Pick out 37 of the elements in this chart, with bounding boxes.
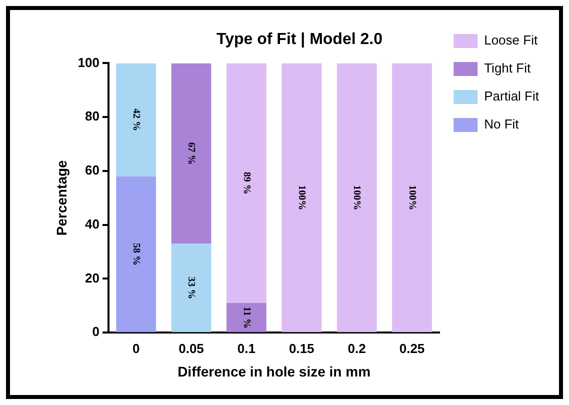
x-tick-label: 0.2 [348, 340, 366, 356]
x-axis-title: Difference in hole size in mm [178, 363, 371, 380]
data-label: 33 % [186, 276, 197, 300]
data-label: 58 % [130, 242, 142, 266]
bar [226, 302, 266, 332]
y-tick-label: 60 [85, 162, 100, 178]
bar [171, 63, 212, 244]
data-label: 89 % [240, 172, 252, 194]
data-label: 100% [296, 185, 308, 210]
y-tick-label: 0 [92, 324, 100, 340]
y-axis-title: Percentage [53, 160, 70, 236]
x-tick-label: 0.15 [288, 340, 314, 356]
data-label: 42 % [130, 108, 142, 132]
legend-label: Loose Fit [484, 32, 538, 48]
bar [116, 63, 156, 176]
x-tick-label: 0.05 [178, 340, 204, 356]
y-tick-label: 80 [85, 108, 100, 124]
bar [116, 176, 156, 332]
bar [282, 63, 322, 332]
bar [171, 244, 212, 332]
legend-label: Partial Fit [484, 88, 540, 104]
bar [226, 63, 266, 303]
data-label: 100% [351, 185, 362, 210]
bar [392, 63, 432, 332]
x-tick-label: 0 [132, 340, 140, 356]
y-tick-label: 20 [85, 270, 100, 286]
y-tick-label: 40 [85, 216, 100, 232]
legend-label: Tight Fit [484, 60, 531, 76]
chart-title: Type of Fit | Model 2.0 [216, 31, 383, 48]
legend-label: No Fit [484, 116, 520, 132]
y-tick-label: 100 [78, 54, 100, 70]
data-label: 67 % [186, 142, 197, 165]
data-label: 11 % [240, 306, 252, 329]
x-tick-label: 0.25 [399, 340, 425, 356]
bar [336, 63, 377, 332]
x-tick-label: 0.1 [237, 340, 256, 356]
data-label: 100% [406, 185, 418, 210]
